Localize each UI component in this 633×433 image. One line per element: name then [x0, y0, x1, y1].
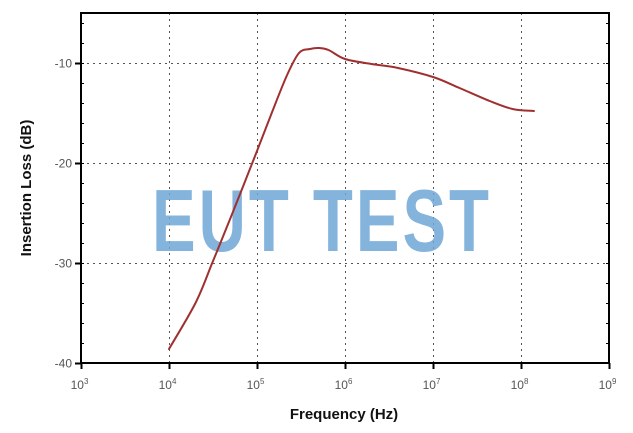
x-axis-ticks: 103 104 105 106 107 108 109 [71, 363, 617, 392]
y-axis-title: Insertion Loss (dB) [18, 120, 35, 257]
x-tick-label: 105 [247, 377, 265, 392]
x-tick-label: 103 [71, 377, 89, 392]
y-tick-label: -10 [55, 57, 73, 71]
x-tick-label: 104 [159, 377, 177, 392]
y-tick-label: -40 [55, 357, 73, 371]
watermark-text: EUT TEST [152, 171, 492, 270]
x-tick-label: 106 [335, 377, 353, 392]
insertion-loss-line [168, 46, 535, 350]
x-axis-title: Frequency (Hz) [290, 406, 398, 423]
x-tick-label: 107 [423, 377, 441, 392]
minor-ticks [81, 23, 609, 364]
y-tick-label: -20 [55, 157, 73, 171]
x-tick-label: 108 [511, 377, 529, 392]
y-axis-ticks: -10 -20 -30 -40 [55, 57, 81, 371]
grid-lines [81, 13, 609, 363]
y-tick-label: -30 [55, 257, 73, 271]
x-tick-label: 109 [599, 377, 617, 392]
